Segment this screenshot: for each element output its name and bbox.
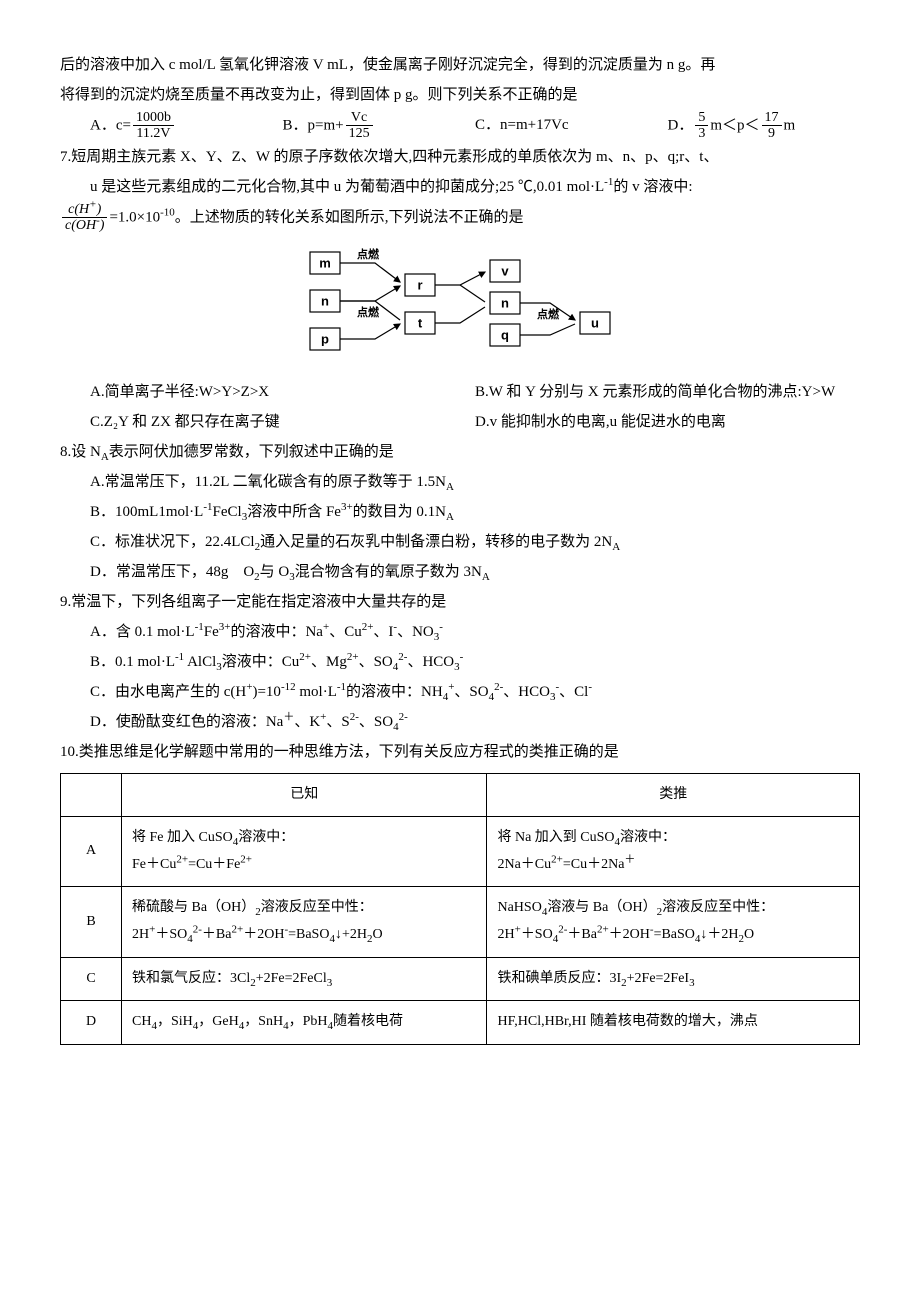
svg-text:q: q <box>501 327 509 342</box>
q8-D: D．常温常压下，48g O2与 O3混合物含有的氧原子数为 3NA <box>60 557 860 587</box>
q7-options-row1: A.简单离子半径:W>Y>Z>X B.W 和 Y 分别与 X 元素形成的简单化合… <box>60 377 860 407</box>
svg-text:r: r <box>417 277 422 292</box>
q10-table: 已知 类推 A 将 Fe 加入 CuSO4溶液中： Fe＋Cu2+=Cu＋Fe2… <box>60 773 860 1045</box>
q9-D: D．使酚酞变红色的溶液：Na＋、K+、S2-、SO42- <box>60 707 860 737</box>
q9-A: A．含 0.1 mol·L-1Fe3+的溶液中：Na+、Cu2+、I-、NO3- <box>60 617 860 647</box>
cell-A1: 将 Fe 加入 CuSO4溶液中： Fe＋Cu2+=Cu＋Fe2+ <box>122 817 487 887</box>
cell-A2: 将 Na 加入到 CuSO4溶液中： 2Na＋Cu2+=Cu＋2Na＋ <box>487 817 860 887</box>
svg-text:v: v <box>501 263 509 278</box>
svg-text:点燃: 点燃 <box>357 247 380 261</box>
q7-line2: u 是这些元素组成的二元化合物,其中 u 为葡萄酒中的抑菌成分;25 ℃,0.0… <box>60 172 860 202</box>
q6-optB: B．p=m+Vc125 <box>283 110 476 142</box>
q7-line3: c(H+) c(OH-) =1.0×10-10。上述物质的转化关系如图所示,下列… <box>60 202 860 234</box>
q7-optA: A.简单离子半径:W>Y>Z>X <box>90 377 475 407</box>
svg-text:n: n <box>321 293 329 308</box>
cell-B1: 稀硫酸与 Ba（OH）2溶液反应至中性： 2H+＋SO42-＋Ba2+＋2OH-… <box>122 887 487 957</box>
svg-text:t: t <box>418 315 423 330</box>
q6-intro-1: 后的溶液中加入 c mol/L 氢氧化钾溶液 V mL，使金属离子刚好沉淀完全，… <box>60 50 860 80</box>
q10-title: 10.类推思维是化学解题中常用的一种思维方法，下列有关反应方程式的类推正确的是 <box>60 737 860 767</box>
q9-C: C．由水电离产生的 c(H+)=10-12 mol·L-1的溶液中：NH4+、S… <box>60 677 860 707</box>
q6-optA: A．c=1000b11.2V <box>90 110 283 142</box>
table-row: D CH4，SiH4，GeH4，SnH4，PbH4随着核电荷 HF,HCl,HB… <box>61 1001 860 1045</box>
hdr-analogy: 类推 <box>487 773 860 817</box>
svg-text:u: u <box>591 315 599 330</box>
table-row: C 铁和氯气反应：3Cl2+2Fe=2FeCl3 铁和碘单质反应：3I2+2Fe… <box>61 957 860 1001</box>
q7-line1: 7.短周期主族元素 X、Y、Z、W 的原子序数依次增大,四种元素形成的单质依次为… <box>60 142 860 172</box>
cell-B2: NaHSO4溶液与 Ba（OH）2溶液反应至中性： 2H+＋SO42-＋Ba2+… <box>487 887 860 957</box>
svg-text:m: m <box>319 255 331 270</box>
q8-B: B．100mL1mol·L-1FeCl3溶液中所含 Fe3+的数目为 0.1NA <box>60 497 860 527</box>
cell-C1: 铁和氯气反应：3Cl2+2Fe=2FeCl3 <box>122 957 487 1001</box>
q8-A: A.常温常压下，11.2L 二氧化碳含有的原子数等于 1.5NA <box>60 467 860 497</box>
q9-title: 9.常温下，下列各组离子一定能在指定溶液中大量共存的是 <box>60 587 860 617</box>
svg-text:点燃: 点燃 <box>537 307 560 321</box>
q6-intro-2: 将得到的沉淀灼烧至质量不再改变为止，得到固体 p g。则下列关系不正确的是 <box>60 80 860 110</box>
cell-C2: 铁和碘单质反应：3I2+2Fe=2FeI3 <box>487 957 860 1001</box>
q6-optD: D．53m＜p＜179m <box>668 110 861 142</box>
q8-title: 8.设 NA表示阿伏加德罗常数，下列叙述中正确的是 <box>60 437 860 467</box>
table-row: B 稀硫酸与 Ba（OH）2溶液反应至中性： 2H+＋SO42-＋Ba2+＋2O… <box>61 887 860 957</box>
svg-text:n: n <box>501 295 509 310</box>
table-row: 已知 类推 <box>61 773 860 817</box>
q7-optD: D.v 能抑制水的电离,u 能促进水的电离 <box>475 407 860 437</box>
q7-optB: B.W 和 Y 分别与 X 元素形成的简单化合物的沸点:Y>W <box>475 377 860 407</box>
q8-C: C．标准状况下，22.4LCl2通入足量的石灰乳中制备漂白粉，转移的电子数为 2… <box>60 527 860 557</box>
hdr-known: 已知 <box>122 773 487 817</box>
q6-optC: C．n=m+17Vc <box>475 110 668 142</box>
cell-D1: CH4，SiH4，GeH4，SnH4，PbH4随着核电荷 <box>122 1001 487 1045</box>
q7-optC: C.Z₂Y 和 ZX 都只存在离子键 <box>90 407 475 437</box>
svg-text:p: p <box>321 331 329 346</box>
q6-options: A．c=1000b11.2V B．p=m+Vc125 C．n=m+17Vc D．… <box>60 110 860 142</box>
q7-options-row2: C.Z₂Y 和 ZX 都只存在离子键 D.v 能抑制水的电离,u 能促进水的电离 <box>60 407 860 437</box>
q9-B: B．0.1 mol·L-1 AlCl3溶液中：Cu2+、Mg2+、SO42-、H… <box>60 647 860 677</box>
svg-text:点燃: 点燃 <box>357 305 380 319</box>
cell-D2: HF,HCl,HBr,HI 随着核电荷数的增大，沸点 <box>487 1001 860 1045</box>
q7-diagram: .bx{fill:#fff;stroke:#000;stroke-width:1… <box>60 242 860 373</box>
table-row: A 将 Fe 加入 CuSO4溶液中： Fe＋Cu2+=Cu＋Fe2+ 将 Na… <box>61 817 860 887</box>
